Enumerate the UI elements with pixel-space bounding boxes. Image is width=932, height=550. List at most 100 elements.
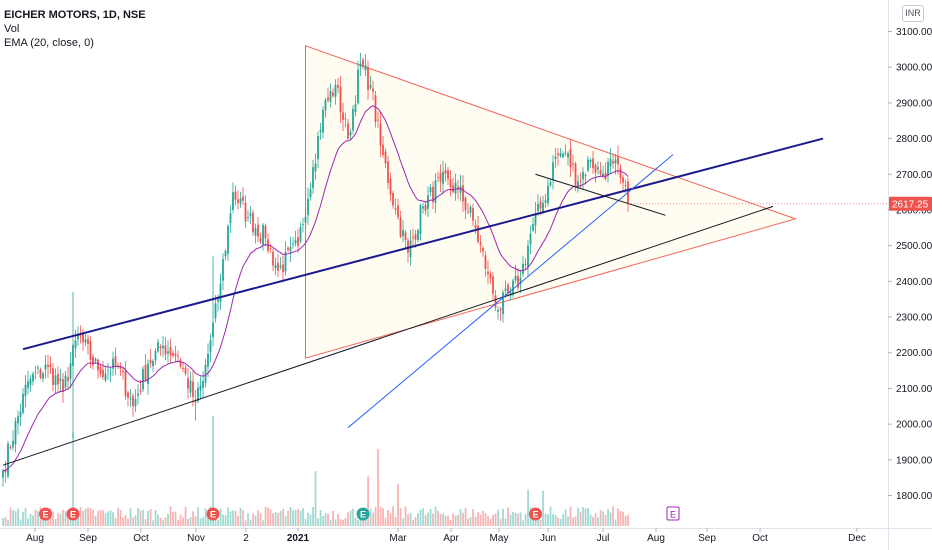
x-tick-label: Oct: [133, 533, 149, 544]
earnings-badge: [206, 507, 220, 521]
volume-bar: [544, 513, 547, 526]
candle-body: [142, 368, 144, 390]
candle-body: [42, 373, 44, 379]
volume-bar: [477, 512, 479, 526]
x-tick-label: Jul: [597, 533, 610, 544]
candle-body: [114, 356, 117, 367]
candle-body: [244, 202, 247, 222]
candle-body: [452, 185, 454, 192]
volume-bar: [157, 514, 159, 526]
candle-body: [112, 358, 114, 369]
earnings-marker[interactable]: E: [66, 507, 80, 521]
volume-bar: [584, 508, 587, 526]
volume-bar: [342, 519, 344, 526]
candle-body: [27, 381, 29, 388]
volume-bar: [22, 511, 24, 526]
volume-bar: [62, 509, 64, 526]
candle-body: [424, 205, 427, 211]
candle-body: [257, 224, 259, 237]
earnings-label: E: [70, 510, 76, 520]
volume-bar: [254, 515, 257, 526]
volume-bar: [174, 511, 177, 526]
earnings-marker[interactable]: E: [666, 506, 680, 521]
candle-body: [399, 217, 402, 237]
candle-body: [484, 255, 487, 269]
candle-body: [259, 238, 262, 242]
volume-bar: [617, 508, 619, 526]
currency-badge[interactable]: INR: [902, 5, 924, 22]
y-tick-label: 2300.00: [896, 313, 932, 324]
y-tick-label: 2000.00: [896, 420, 932, 431]
volume-bar: [37, 511, 39, 526]
candle-body: [89, 341, 92, 360]
volume-bar: [84, 508, 87, 526]
volume-bar: [314, 471, 317, 526]
volume-bar: [152, 520, 154, 526]
earnings-marker[interactable]: E: [529, 507, 542, 521]
volume-bar: [432, 513, 434, 526]
volume-bar: [274, 512, 277, 526]
volume-bar: [52, 511, 54, 526]
candle-body: [462, 185, 464, 202]
volume-bar: [312, 507, 314, 526]
candle-body: [544, 200, 547, 203]
x-tick-label: Mar: [389, 533, 407, 544]
candle-body: [162, 345, 164, 349]
candle-body: [534, 213, 537, 226]
candle-body: [394, 208, 397, 210]
volume-bar: [124, 515, 127, 526]
earnings-marker[interactable]: E: [39, 507, 52, 521]
volume-bar: [472, 509, 474, 526]
volume-bar: [437, 510, 439, 526]
volume-bar: [114, 517, 117, 526]
candle-body: [519, 277, 522, 285]
volume-bar: [224, 515, 227, 526]
candle-body: [217, 299, 219, 302]
volume-bar: [199, 518, 202, 526]
candle-body: [187, 378, 189, 389]
candle-body: [322, 110, 324, 133]
candle-body: [222, 259, 224, 281]
volume-bar: [412, 519, 414, 526]
candle-body: [614, 159, 617, 164]
candle-body: [372, 88, 374, 92]
volume-bar: [594, 513, 597, 526]
symbol-title[interactable]: EICHER MOTORS, 1D, NSE: [4, 9, 146, 21]
volume-bar: [87, 507, 89, 526]
volume-bar: [204, 508, 207, 526]
volume-bar: [184, 506, 187, 526]
candle-body: [74, 340, 77, 349]
volume-bar: [369, 508, 372, 526]
volume-bar: [582, 507, 584, 526]
y-tick-label: 2200.00: [896, 348, 932, 359]
volume-bar: [142, 509, 144, 526]
candle-body: [182, 367, 184, 369]
earnings-marker[interactable]: E: [356, 507, 370, 521]
candle-body: [354, 104, 357, 113]
volume-bar: [357, 519, 359, 526]
candle-body: [219, 283, 222, 303]
candle-body: [339, 86, 342, 113]
volume-legend[interactable]: Vol: [4, 23, 20, 35]
earnings-badge: [666, 506, 680, 521]
volume-bar: [404, 506, 407, 526]
candle-body: [52, 368, 54, 385]
candle-body: [29, 378, 32, 385]
volume-bar: [99, 509, 102, 526]
candle-body: [392, 193, 394, 206]
candle-body: [414, 234, 417, 240]
earnings-marker[interactable]: E: [206, 507, 220, 521]
candle-body: [249, 213, 252, 217]
price-axis: 1800.00 1900.00 2000.00 2100.00 2200.00 2300.…: [888, 27, 932, 502]
candle-body: [439, 173, 442, 182]
candle-body: [284, 252, 287, 272]
candle-body: [502, 292, 504, 315]
candle-body: [199, 385, 202, 391]
candle-body: [47, 364, 49, 368]
candle-body: [37, 367, 39, 369]
candle-body: [482, 248, 484, 252]
volume-bar: [112, 512, 114, 526]
volume-bar: [397, 484, 399, 526]
ema-legend[interactable]: EMA (20, close, 0): [4, 37, 94, 49]
